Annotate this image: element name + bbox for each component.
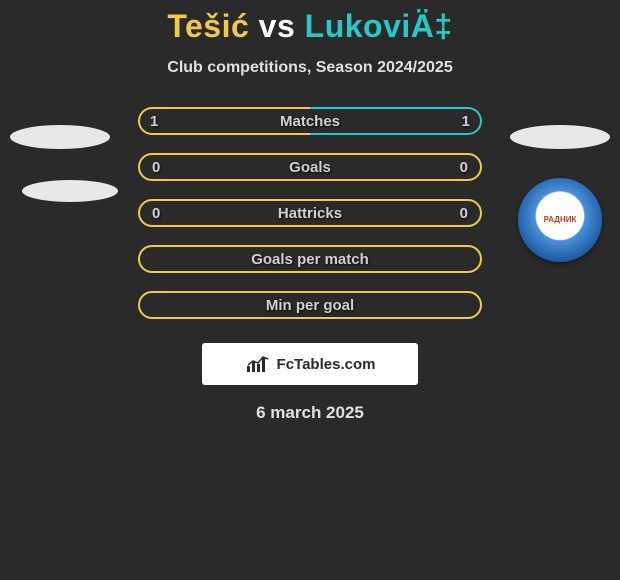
player2-club-badge: РАДНИК (518, 178, 602, 262)
stat-value-right: 1 (462, 113, 470, 130)
player1-avatar-placeholder (10, 125, 110, 149)
comparison-title: Tešić vs LukoviÄ‡ (0, 0, 620, 45)
stat-label: Hattricks (278, 205, 342, 222)
stat-row-goals-per-match: Goals per match (138, 245, 482, 273)
bars-icon (245, 354, 273, 374)
player2-name: LukoviÄ‡ (305, 8, 453, 44)
stat-value-left: 0 (152, 159, 160, 176)
footer-date: 6 march 2025 (0, 403, 620, 423)
stat-label: Goals per match (251, 251, 369, 268)
stat-value-right: 0 (460, 159, 468, 176)
stat-value-left: 0 (152, 205, 160, 222)
stat-value-left: 1 (150, 113, 158, 130)
stat-label: Min per goal (266, 297, 354, 314)
club-badge-text: РАДНИК (544, 216, 577, 224)
player1-club-placeholder (22, 180, 118, 202)
stat-row-matches: 1 Matches 1 (138, 107, 482, 135)
branding-label: FcTables.com (277, 356, 376, 373)
player2-avatar-placeholder (510, 125, 610, 149)
stat-row-hattricks: 0 Hattricks 0 (138, 199, 482, 227)
player1-name: Tešić (167, 8, 249, 44)
stat-value-right: 0 (460, 205, 468, 222)
branding-box: FcTables.com (202, 343, 418, 385)
stat-label: Goals (289, 159, 331, 176)
subtitle: Club competitions, Season 2024/2025 (0, 59, 620, 77)
stat-row-min-per-goal: Min per goal (138, 291, 482, 319)
vs-label: vs (259, 8, 296, 44)
stat-label: Matches (280, 113, 340, 130)
stat-row-goals: 0 Goals 0 (138, 153, 482, 181)
